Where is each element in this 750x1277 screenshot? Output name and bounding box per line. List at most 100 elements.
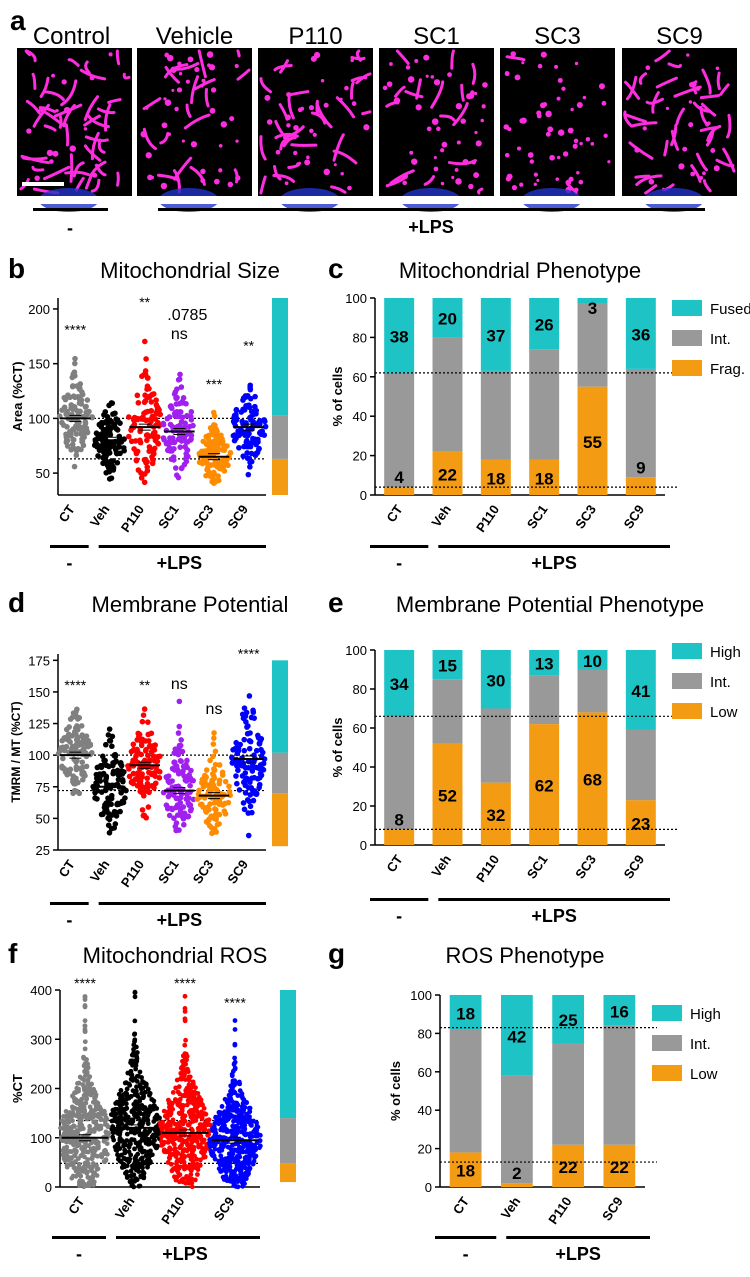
data-point [240,1096,246,1101]
group-label-lps: +LPS [162,1244,208,1264]
data-point [116,1128,121,1134]
mitochondrion [312,132,317,137]
mitochondrion [561,86,566,91]
data-point [203,767,210,773]
y-tick-label: 0 [45,1180,52,1195]
mitochondrion [174,106,179,112]
data-point [194,1108,200,1114]
data-point [208,786,215,793]
data-point [186,423,193,430]
mitochondrion [200,177,206,184]
data-point [171,815,177,822]
data-point [134,1092,140,1097]
data-point [210,753,216,760]
data-point [121,1143,127,1149]
mitochondrion [473,91,478,96]
data-point [243,420,249,426]
data-point [182,993,188,999]
mitochondrion [722,147,736,173]
data-point [149,460,156,467]
mitochondrion [554,64,559,69]
legend-swatch-int [672,330,702,346]
mitochondrion [634,147,640,153]
data-point [246,430,252,437]
data-point [168,1146,174,1152]
data-point [179,398,186,405]
data-point [245,723,251,729]
mitochondrion [147,174,153,181]
data-point [178,1119,184,1125]
data-point [199,1136,205,1142]
mitochondrion [555,177,560,181]
data-point [120,799,127,806]
legend-label-fused: Fused [710,301,750,318]
data-point [248,714,255,721]
mitochondrion [116,171,120,187]
data-point [141,1170,147,1176]
micrograph-background [622,48,737,196]
stacked-bar-veh [500,995,533,1187]
data-point [118,1113,123,1119]
data-point [233,773,239,779]
data-point [219,1104,225,1109]
data-point [183,1087,189,1093]
data-point [176,742,183,749]
x-tick-label-sc1: SC1 [155,857,182,886]
data-point [225,1155,231,1161]
data-point [198,780,205,786]
data-point [132,989,138,995]
bar-segment-fused [384,298,415,373]
mitochondrion [178,72,183,76]
data-point [231,1127,237,1133]
stacked-bar-p110 [480,298,511,495]
legend-label-low: Low [710,704,738,721]
data-point [114,1148,120,1153]
data-point [132,1018,138,1024]
mitochondrion [55,109,59,113]
data-point [133,1066,139,1072]
data-point [169,436,176,443]
mitochondrion [204,87,210,108]
mitochondrion [236,68,251,81]
bar-segment-int [577,669,608,713]
data-point [78,1153,84,1159]
y-axis-label: Area (%CT) [10,361,25,431]
data-point [61,404,68,411]
data-point [215,477,222,484]
data-point [216,1166,222,1172]
data-point [61,735,68,741]
mitochondrion [705,129,715,147]
data-point [168,405,175,412]
bar-segment-int [625,729,656,801]
data-point [198,1157,203,1163]
data-point [130,1062,135,1068]
data-point [148,399,155,405]
data-point [130,770,137,777]
data-point [179,813,185,819]
mitochondrion [716,71,721,91]
data-point [233,1147,239,1153]
mitochondrion [164,65,181,84]
data-point [237,760,244,767]
data-point [71,776,78,783]
legend-swatch-fused [672,300,702,316]
data-point [237,1150,243,1156]
data-point [114,801,120,808]
data-point [128,1072,134,1077]
data-point [162,1148,168,1154]
data-point [83,738,90,745]
bar-segment-low [384,829,415,845]
data-point [78,1173,84,1179]
data-point [179,1142,184,1148]
data-point [72,1153,78,1159]
data-point [182,1077,188,1082]
data-point [141,706,148,712]
data-point [106,726,113,732]
mitochondrion [516,146,522,151]
data-point [87,742,94,749]
mitochondrion [107,98,122,104]
data-point [247,395,254,402]
mitochondrion [290,143,318,147]
data-point [247,1166,253,1172]
significance-label: **** [174,975,196,991]
